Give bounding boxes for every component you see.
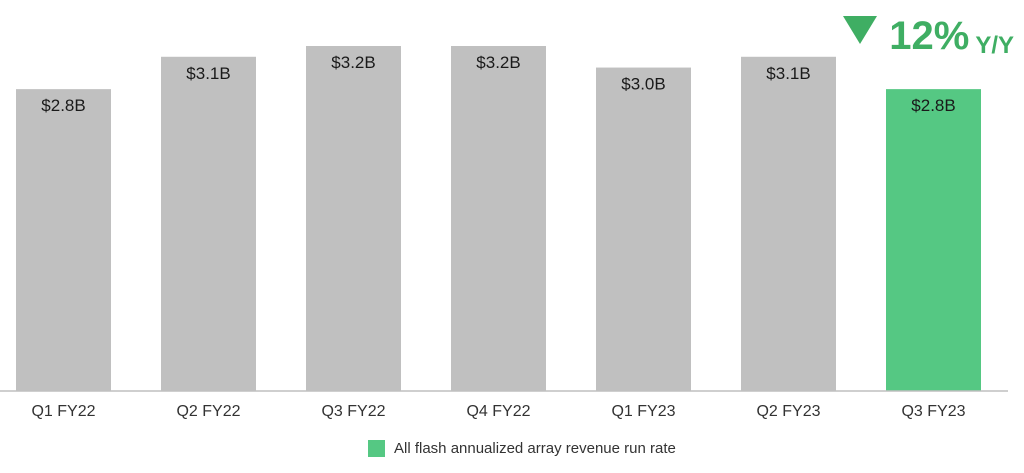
bar-value-label: $3.2B [331,53,375,72]
bars-group [16,46,981,391]
bar-q3-fy23 [886,89,981,391]
x-tick-labels-group: Q1 FY22 Q2 FY22 Q3 FY22 Q4 FY22 Q1 FY23 Q2 FY… [31,403,965,420]
x-tick-label: Q1 FY23 [611,403,675,420]
x-tick-label: Q2 FY22 [176,403,240,420]
bar-value-label: $2.8B [41,96,85,115]
yoy-change-badge: 12% Y/Y [843,14,1014,58]
bar-value-label: $2.8B [911,96,955,115]
down-arrow-icon [843,16,878,44]
legend: All flash annualized array revenue run r… [368,440,676,457]
bar-q2-fy22 [161,56,256,391]
bar-value-label: $3.1B [186,64,230,83]
legend-swatch [368,440,385,457]
x-tick-label: Q1 FY22 [31,403,95,420]
legend-label: All flash annualized array revenue run r… [394,440,676,457]
bar-q3-fy22 [306,46,401,391]
bar-value-label: $3.0B [621,75,665,94]
bar-value-label: $3.2B [476,53,520,72]
bar-q1-fy23 [596,67,691,391]
bar-q1-fy22 [16,89,111,391]
value-labels-group: $2.8B $3.1B $3.2B $3.2B $3.0B $3.1B $2.8B [41,53,955,115]
yoy-change-value: 12% [889,14,970,58]
x-tick-label: Q3 FY22 [321,403,385,420]
yoy-change-suffix: Y/Y [975,32,1014,59]
x-tick-label: Q2 FY23 [756,403,820,420]
bar-q4-fy22 [451,46,546,391]
bar-value-label: $3.1B [766,64,810,83]
bar-q2-fy23 [741,56,836,391]
x-tick-label: Q4 FY22 [466,403,530,420]
x-tick-label: Q3 FY23 [901,403,965,420]
